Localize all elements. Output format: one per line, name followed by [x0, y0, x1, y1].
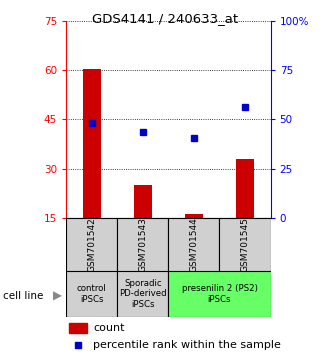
- Bar: [236, 159, 254, 218]
- Bar: [219, 218, 271, 271]
- Text: GSM701544: GSM701544: [189, 217, 198, 272]
- Text: presenilin 2 (PS2)
iPSCs: presenilin 2 (PS2) iPSCs: [182, 284, 257, 303]
- Text: cell line: cell line: [3, 291, 44, 301]
- Bar: [66, 218, 117, 271]
- Text: count: count: [93, 323, 124, 333]
- Bar: [69, 322, 86, 333]
- Text: GSM701542: GSM701542: [87, 217, 96, 272]
- Bar: [82, 69, 101, 218]
- Bar: [117, 271, 168, 317]
- Text: GSM701545: GSM701545: [241, 217, 249, 272]
- Bar: [168, 218, 219, 271]
- Bar: [117, 218, 168, 271]
- Text: percentile rank within the sample: percentile rank within the sample: [93, 340, 281, 350]
- Bar: [185, 214, 203, 218]
- Text: GSM701543: GSM701543: [138, 217, 147, 272]
- Bar: [134, 185, 152, 218]
- Text: control
iPSCs: control iPSCs: [77, 284, 107, 303]
- Bar: [168, 271, 271, 317]
- Text: GDS4141 / 240633_at: GDS4141 / 240633_at: [92, 12, 238, 25]
- Text: ▶: ▶: [53, 289, 62, 302]
- Text: Sporadic
PD-derived
iPSCs: Sporadic PD-derived iPSCs: [119, 279, 167, 309]
- Bar: [66, 271, 117, 317]
